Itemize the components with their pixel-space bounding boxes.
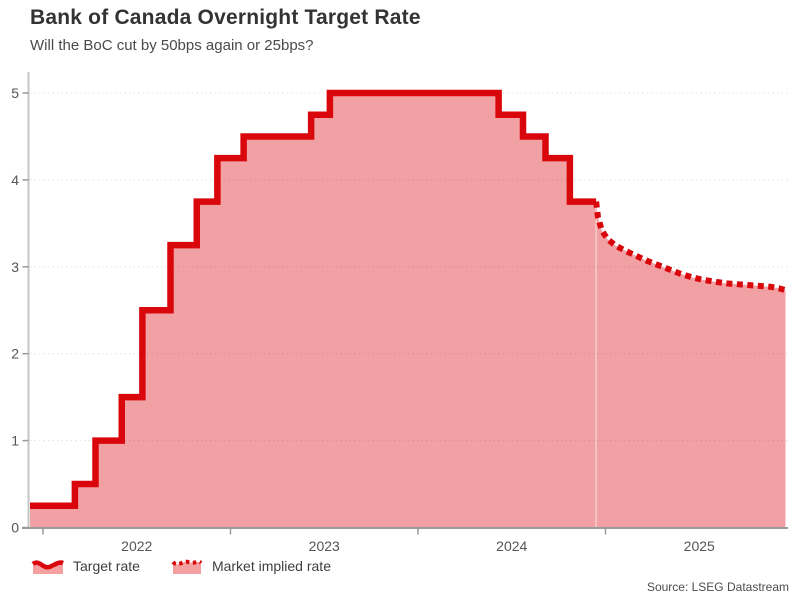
x-tick-label: 2024	[496, 538, 527, 554]
y-tick-label: 0	[11, 520, 19, 536]
chart-legend: Target rate Market implied rate	[31, 556, 331, 576]
solid-line-legend-icon	[31, 560, 65, 574]
source-credit: Source: LSEG Datastream	[646, 580, 789, 594]
page-subtitle: Will the BoC cut by 50bps again or 25bps…	[30, 37, 314, 54]
legend-label-target-rate: Target rate	[73, 558, 140, 574]
x-tick-label: 2023	[309, 538, 340, 554]
legend-label-market-implied: Market implied rate	[211, 558, 331, 574]
y-tick-label: 5	[11, 85, 19, 101]
y-tick-label: 2	[11, 346, 19, 362]
market-implied-line	[593, 201, 787, 294]
chart-header: Bank of Canada Overnight Target Rate Wil…	[30, 6, 421, 54]
page-title: Bank of Canada Overnight Target Rate	[30, 6, 421, 29]
x-tick-label: 2025	[684, 538, 715, 554]
x-tick-label: 2022	[121, 538, 152, 554]
legend-item-market-implied: Market implied rate	[170, 556, 331, 576]
y-tick-label: 1	[11, 433, 19, 449]
target-rate-line	[30, 89, 597, 510]
y-tick-label: 3	[11, 259, 19, 275]
y-tick-label: 4	[11, 172, 19, 188]
dotted-line-legend-icon	[171, 559, 203, 574]
legend-item-target-rate: Target rate	[31, 556, 140, 576]
